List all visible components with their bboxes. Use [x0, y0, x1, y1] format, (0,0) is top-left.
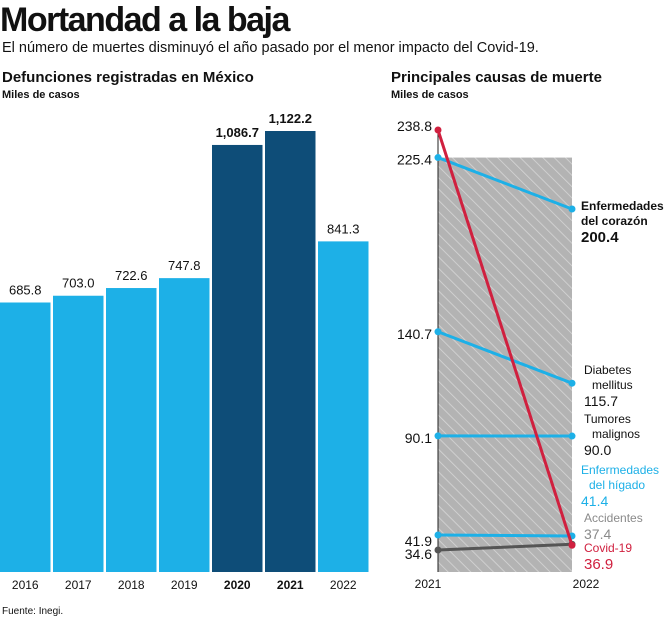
series-end-point-covid-19: [568, 541, 576, 549]
x-tick-label-2018: 2018: [118, 578, 145, 592]
series-start-point-enfermedades-del-h-gado: [434, 531, 442, 539]
series-name-line-enfermedades-del-coraz-n-0: Enfermedades: [581, 199, 664, 213]
source-note: Fuente: Inegi.: [2, 606, 64, 617]
end-value-label-enfermedades-del-coraz-n: 200.4: [581, 229, 619, 246]
bar-2022: [318, 241, 369, 572]
series-line-diabetes-mellitus: [437, 330, 573, 385]
bar-value-label-2019: 747.8: [168, 258, 201, 273]
series-end-point-tumores-malignos: [568, 432, 576, 440]
page-title: Mortandad a la baja: [0, 1, 290, 39]
end-value-label-covid-19: 36.9: [584, 556, 613, 573]
bar-value-label-2020: 1,086.7: [216, 125, 259, 140]
line-chart-unit: Miles de casos: [391, 89, 469, 101]
series-end-point-enfermedades-del-coraz-n: [568, 205, 576, 213]
start-value-label-covid-19: 238.8: [397, 118, 432, 134]
series-start-point-diabetes-mellitus: [434, 328, 442, 336]
bar-value-label-2017: 703.0: [62, 276, 95, 291]
x-tick-label-2021: 2021: [277, 578, 304, 592]
series-name-line-tumores-malignos-0: Tumores: [584, 412, 631, 426]
x-tick-label-2020: 2020: [224, 578, 251, 592]
series-name-line-enfermedades-del-h-gado-0: Enfermedades: [581, 463, 659, 477]
end-value-label-tumores-malignos: 90.0: [584, 442, 611, 458]
bar-value-label-2016: 685.8: [9, 282, 42, 297]
bar-value-label-2018: 722.6: [115, 268, 148, 283]
x-tick-label-2022: 2022: [330, 578, 357, 592]
bar-2019: [159, 278, 210, 572]
series-start-point-covid-19: [434, 126, 442, 134]
bar-2020: [212, 144, 263, 572]
series-start-point-enfermedades-del-coraz-n: [434, 154, 442, 162]
x-tick-label-2022: 2022: [573, 577, 600, 591]
bar-2018: [106, 288, 157, 572]
series-line-enfermedades-del-h-gado: [437, 533, 573, 538]
x-tick-label-2017: 2017: [65, 578, 92, 592]
series-name-line-tumores-malignos-1: malignos: [592, 427, 640, 441]
slope-panel-background: [438, 157, 572, 572]
bar-chart-title: Defunciones registradas en México: [2, 69, 254, 86]
start-value-label-enfermedades-del-coraz-n: 225.4: [397, 152, 432, 168]
bar-2021: [265, 131, 316, 572]
series-name-line-enfermedades-del-coraz-n-1: del corazón: [581, 214, 648, 228]
bar-chart-unit: Miles de casos: [2, 89, 80, 101]
x-tick-label-2021: 2021: [415, 577, 442, 591]
series-line-covid-19: [436, 129, 574, 546]
series-name-line-diabetes-mellitus-0: Diabetes: [584, 363, 631, 377]
bar-value-label-2021: 1,122.2: [269, 111, 312, 126]
start-value-label-enfermedades-del-h-gado: 41.9: [405, 533, 432, 549]
start-value-label-tumores-malignos: 90.1: [405, 430, 432, 446]
end-value-label-enfermedades-del-h-gado: 41.4: [581, 493, 608, 509]
end-value-label-diabetes-mellitus: 115.7: [584, 393, 618, 409]
x-tick-label-2019: 2019: [171, 578, 198, 592]
series-start-point-tumores-malignos: [434, 432, 442, 440]
end-value-label-accidentes: 37.4: [584, 526, 611, 542]
bar-2016: [0, 302, 51, 572]
bar-value-label-2022: 841.3: [327, 221, 360, 236]
x-tick-label-2016: 2016: [12, 578, 39, 592]
bar-2017: [53, 295, 104, 572]
page-subtitle: El número de muertes disminuyó el año pa…: [2, 40, 539, 56]
start-value-label-diabetes-mellitus: 140.7: [397, 326, 432, 342]
start-value-label-accidentes: 34.6: [405, 546, 432, 562]
series-name-line-covid-19-0: Covid-19: [584, 541, 632, 555]
series-name-line-diabetes-mellitus-1: mellitus: [592, 378, 633, 392]
bar-chart: 685.8 2016 703.0 2017 722.6 2018 747.8 2019 1,08…: [0, 111, 369, 592]
series-start-point-accidentes: [434, 546, 442, 554]
series-name-line-enfermedades-del-h-gado-1: del hígado: [589, 478, 645, 492]
series-end-point-diabetes-mellitus: [568, 379, 576, 387]
series-line-enfermedades-del-coraz-n: [437, 156, 573, 211]
series-line-accidentes: [437, 542, 573, 552]
series-name-line-accidentes-0: Accidentes: [584, 511, 643, 525]
line-chart-title: Principales causas de muerte: [391, 69, 602, 86]
